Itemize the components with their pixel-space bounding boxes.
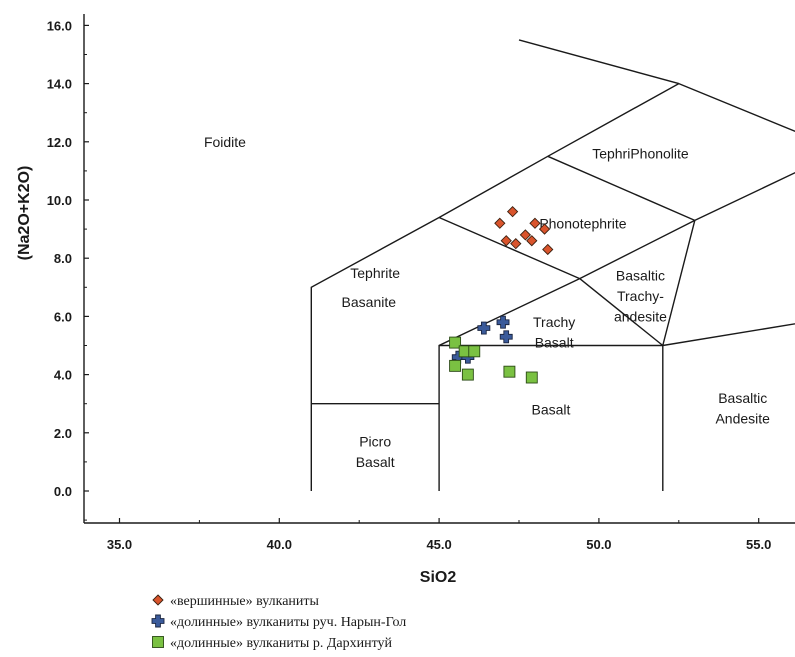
data-point-diamond	[526, 235, 538, 247]
x-axis-title: SiO2	[420, 569, 457, 586]
field-boundaries	[310, 39, 795, 491]
field-boundary	[579, 278, 664, 347]
field-label: andesite	[614, 308, 667, 324]
data-point-diamond	[510, 238, 522, 250]
legend-marker-square	[152, 636, 164, 648]
y-tick-label: 12.0	[47, 135, 72, 150]
data-point-square	[449, 359, 462, 372]
x-tick-label: 40.0	[267, 537, 292, 552]
legend-label: «долинные» вулканиты руч. Нарын-Гол	[170, 615, 406, 630]
y-tick-label: 10.0	[47, 193, 72, 208]
data-point-square	[525, 371, 538, 384]
data-point-square	[503, 365, 516, 378]
field-label: Foidite	[204, 134, 246, 150]
field-boundary	[547, 155, 696, 491]
data-point-diamond	[500, 235, 512, 247]
field-boundary	[518, 39, 679, 85]
data-point-diamond	[529, 217, 541, 229]
data-point-diamond	[506, 206, 519, 218]
data-point-square	[449, 336, 462, 349]
data-points	[449, 206, 554, 384]
x-tick-label: 35.0	[107, 537, 132, 552]
field-label: Trachy	[533, 314, 575, 330]
axis-ticks: 35.040.045.050.055.060.065.070.075.00.02…	[47, 18, 772, 552]
y-tick-label: 8.0	[54, 251, 72, 266]
field-boundary	[438, 216, 580, 280]
data-point-square	[468, 345, 481, 358]
legend: «вершинные» вулканиты «долинные» вулканит…	[151, 594, 406, 651]
y-tick-label: 0.0	[54, 484, 72, 499]
field-label: Tephrite	[350, 265, 400, 281]
field-label: Phonotephrite	[539, 215, 626, 231]
field-label: Basalt	[356, 454, 395, 470]
y-axis-title: (Na2O+K2O)	[16, 166, 33, 261]
field-label: Basaltic	[616, 268, 665, 284]
data-point-plus	[496, 315, 510, 329]
field-label: TephriPhonolite	[592, 145, 689, 161]
data-point-diamond	[538, 223, 551, 235]
x-tick-label: 45.0	[426, 537, 451, 552]
data-point-plus	[477, 321, 491, 335]
y-tick-label: 16.0	[47, 18, 72, 33]
x-tick-label: 50.0	[586, 537, 611, 552]
field-labels: FoiditePhonoliteTephriPhonolitePhonoteph…	[204, 134, 770, 470]
data-point-diamond	[519, 229, 532, 241]
field-label: Basalt	[535, 335, 574, 351]
field-boundary	[438, 171, 795, 491]
y-tick-label: 6.0	[54, 309, 72, 324]
field-boundary	[439, 323, 795, 347]
y-tick-label: 14.0	[47, 77, 72, 92]
legend-marker-plus	[151, 614, 165, 628]
x-tick-label: 55.0	[746, 537, 771, 552]
data-point-plus	[499, 330, 513, 344]
field-boundary	[310, 82, 795, 491]
y-tick-label: 4.0	[54, 368, 72, 383]
data-point-square	[461, 368, 474, 381]
legend-label: «долинные» вулканиты р. Дархинтуй	[170, 636, 393, 651]
legend-label: «вершинные» вулканиты	[170, 594, 320, 609]
field-label: Basanite	[342, 294, 397, 310]
field-label: Basalt	[531, 402, 570, 418]
data-point-diamond	[494, 217, 506, 229]
field-label: Picro	[359, 434, 391, 450]
field-label: Trachy-	[617, 288, 664, 304]
y-tick-label: 2.0	[54, 426, 72, 441]
data-point-diamond	[542, 243, 554, 256]
field-label: Andesite	[715, 410, 770, 426]
field-label: Basaltic	[718, 390, 767, 406]
legend-marker-diamond	[152, 594, 164, 606]
